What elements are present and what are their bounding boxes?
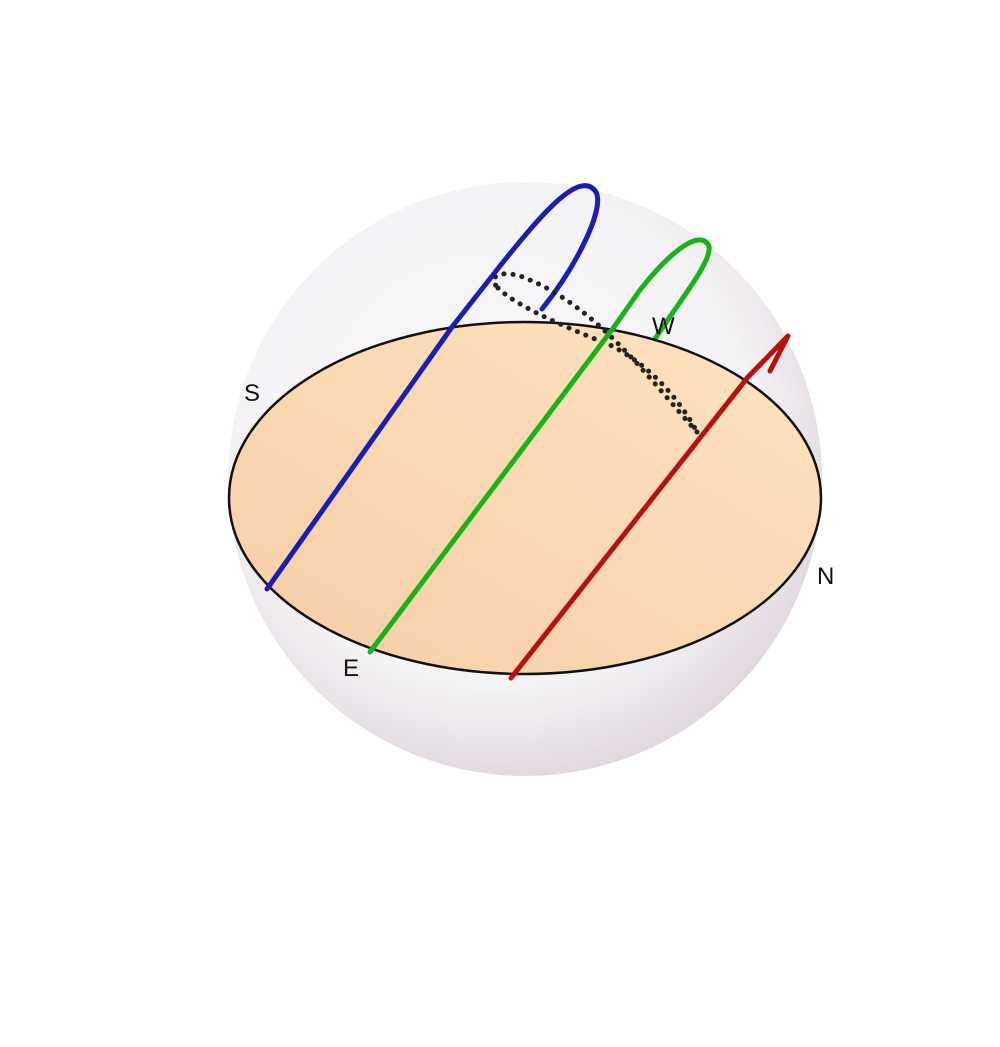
green-sun-path-back	[611, 237, 712, 342]
sun-paths-above-horizon	[449, 183, 791, 380]
dotted-path-upper	[491, 271, 700, 435]
blue-sun-path-front	[264, 324, 455, 592]
horizon-plane	[227, 320, 823, 676]
blue-sun-path-back	[449, 183, 600, 330]
direction-label-east: E	[343, 655, 359, 682]
sun-paths-below-horizon	[264, 324, 751, 681]
green-sun-path-front	[367, 324, 617, 655]
direction-label-west: W	[652, 313, 675, 340]
red-sun-path-front	[508, 374, 751, 681]
dotted-path	[491, 271, 700, 435]
direction-label-north: N	[817, 563, 834, 590]
dotted-path-lower	[495, 285, 700, 435]
red-sun-path-back	[745, 333, 791, 380]
direction-label-south: S	[244, 380, 260, 407]
